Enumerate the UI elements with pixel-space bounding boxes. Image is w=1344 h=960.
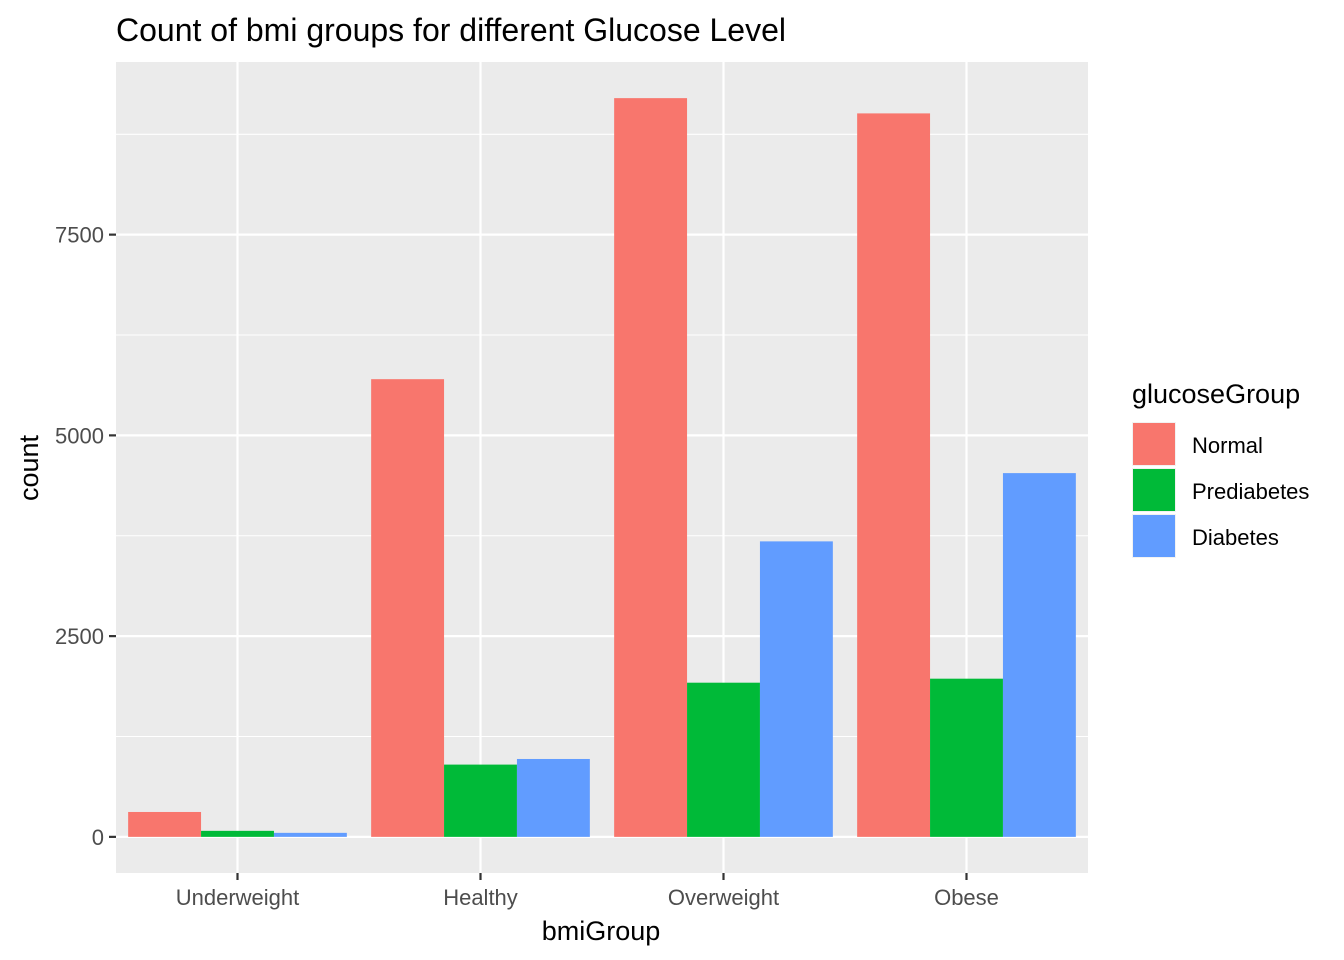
legend: glucoseGroup Normal Prediabetes Diabetes [1132, 379, 1309, 558]
y-tick-label: 7500 [55, 223, 104, 248]
bar-diabetes-healthy [516, 758, 590, 837]
y-tick-label: 0 [92, 825, 104, 850]
legend-title: glucoseGroup [1132, 379, 1300, 409]
bars [128, 98, 1076, 837]
y-axis-title: count [14, 434, 44, 501]
bar-prediabetes-underweight [201, 830, 274, 837]
bar-prediabetes-overweight [687, 682, 760, 837]
legend-key-prediabetes [1133, 469, 1175, 511]
bar-normal-overweight [614, 98, 688, 837]
bar-prediabetes-healthy [444, 764, 517, 837]
y-axis: 0 2500 5000 7500 [55, 223, 116, 850]
bar-prediabetes-obese [930, 678, 1003, 837]
x-axis: Underweight Healthy Overweight Obese [176, 873, 999, 910]
x-tick-label: Overweight [668, 885, 779, 910]
x-tick-label: Obese [934, 885, 999, 910]
bar-normal-underweight [128, 811, 202, 837]
legend-label-normal: Normal [1192, 433, 1263, 458]
bar-diabetes-underweight [273, 832, 347, 837]
bar-diabetes-overweight [759, 541, 833, 837]
bar-normal-obese [857, 113, 931, 837]
bar-diabetes-obese [1002, 473, 1076, 837]
x-tick-label: Underweight [176, 885, 300, 910]
chart-title: Count of bmi groups for different Glucos… [116, 12, 786, 48]
x-axis-title: bmiGroup [542, 916, 661, 946]
legend-label-prediabetes: Prediabetes [1192, 479, 1309, 504]
x-tick-label: Healthy [443, 885, 518, 910]
legend-key-diabetes [1133, 515, 1175, 557]
bar-normal-healthy [371, 379, 445, 837]
legend-label-diabetes: Diabetes [1192, 525, 1279, 550]
y-tick-label: 5000 [55, 423, 104, 448]
y-tick-label: 2500 [55, 624, 104, 649]
legend-key-normal [1133, 423, 1175, 465]
